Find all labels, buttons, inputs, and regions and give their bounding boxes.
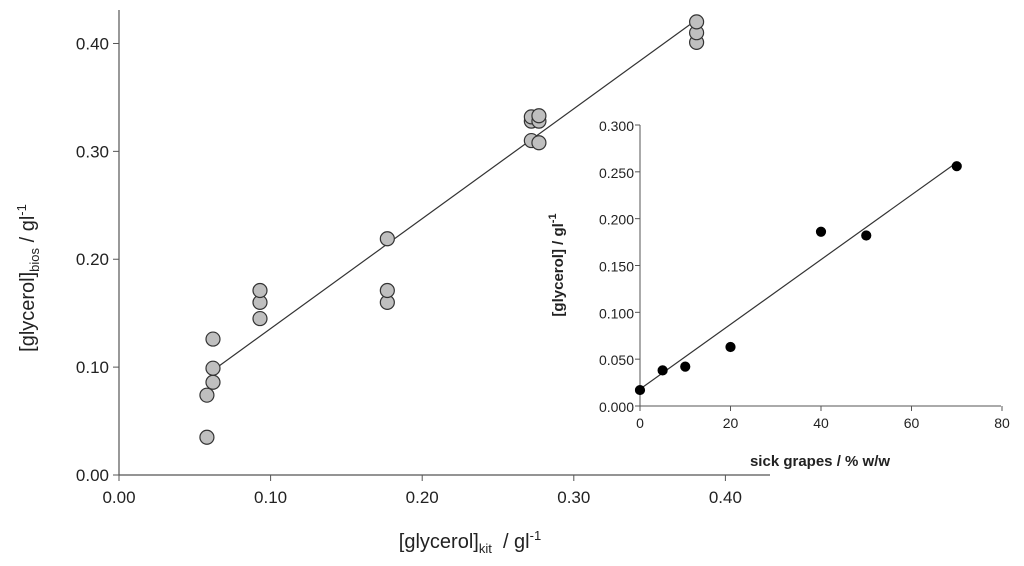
inset-y-tick-label: 0.100 xyxy=(599,305,634,321)
main-x-ticks: 0.00 0.10 0.20 0.30 0.40 xyxy=(102,475,742,507)
inset-y-tick-label: 0.300 xyxy=(599,118,634,134)
main-data-point xyxy=(252,282,268,299)
main-y-axis-title: [glycerol]bios / gl-1 xyxy=(14,204,42,352)
main-y-ticks: 0.00 0.10 0.20 0.30 0.40 xyxy=(76,34,119,485)
inset-x-tick-label: 80 xyxy=(994,415,1010,431)
main-points xyxy=(199,14,705,445)
inset-x-tick-label: 20 xyxy=(723,415,739,431)
main-y-tick-label: 0.20 xyxy=(76,250,109,269)
main-x-tick-label: 0.40 xyxy=(709,488,742,507)
inset-x-tick-label: 60 xyxy=(904,415,920,431)
main-y-tick-label: 0.00 xyxy=(76,466,109,485)
inset-data-point xyxy=(634,384,646,396)
main-data-point xyxy=(688,14,705,30)
main-data-point xyxy=(199,387,215,403)
main-data-point xyxy=(531,135,547,151)
main-y-tick-label: 0.10 xyxy=(76,358,109,377)
inset-x-tick-label: 40 xyxy=(813,415,829,431)
main-data-point xyxy=(205,331,221,347)
inset-y-tick-label: 0.050 xyxy=(599,352,634,368)
main-chart: 0.00 0.10 0.20 0.30 0.40 0.00 0.10 0.20 0.30 0.4… xyxy=(14,10,770,556)
inset-data-point xyxy=(815,226,827,237)
main-y-tick-label: 0.30 xyxy=(76,142,109,161)
main-x-axis-title: [glycerol]kit / gl-1 xyxy=(399,528,541,556)
inset-data-point xyxy=(680,361,691,372)
main-data-point xyxy=(531,108,547,124)
inset-y-tick-label: 0.200 xyxy=(599,212,634,228)
main-data-point xyxy=(199,429,215,445)
inset-fit-line xyxy=(639,161,958,390)
main-data-point xyxy=(205,374,221,390)
inset-x-tick-label: 0 xyxy=(636,415,644,431)
main-y-tick-label: 0.40 xyxy=(76,34,109,53)
main-x-tick-label: 0.00 xyxy=(102,488,135,507)
inset-data-point xyxy=(657,365,668,376)
main-data-point xyxy=(379,282,395,299)
inset-data-point xyxy=(725,341,736,353)
inset-fit-line-group xyxy=(639,161,958,390)
inset-y-tick-label: 0.150 xyxy=(599,258,634,274)
main-x-tick-label: 0.10 xyxy=(254,488,287,507)
inset-x-ticks: 0 20 40 60 80 xyxy=(636,406,1010,431)
inset-chart: 0 20 40 60 80 0.000 0.050 0.100 0.150 0.200 0.250… xyxy=(547,118,1010,470)
inset-data-point xyxy=(951,161,962,172)
main-data-point xyxy=(205,360,221,376)
inset-points xyxy=(634,161,962,396)
inset-y-tick-label: 0.000 xyxy=(599,399,634,415)
main-x-tick-label: 0.30 xyxy=(557,488,590,507)
main-data-point xyxy=(252,310,268,327)
main-fit-line xyxy=(212,19,697,371)
inset-y-ticks: 0.000 0.050 0.100 0.150 0.200 0.250 0.300 xyxy=(599,118,640,415)
inset-data-point xyxy=(861,230,872,241)
inset-y-tick-label: 0.250 xyxy=(599,165,634,181)
inset-x-axis-title: sick grapes / % w/w xyxy=(750,453,890,470)
main-x-tick-label: 0.20 xyxy=(406,488,439,507)
main-fit-line-group xyxy=(212,19,697,371)
inset-y-axis-title: [glycerol] / gl-1 xyxy=(547,213,567,316)
main-data-point xyxy=(379,231,395,247)
